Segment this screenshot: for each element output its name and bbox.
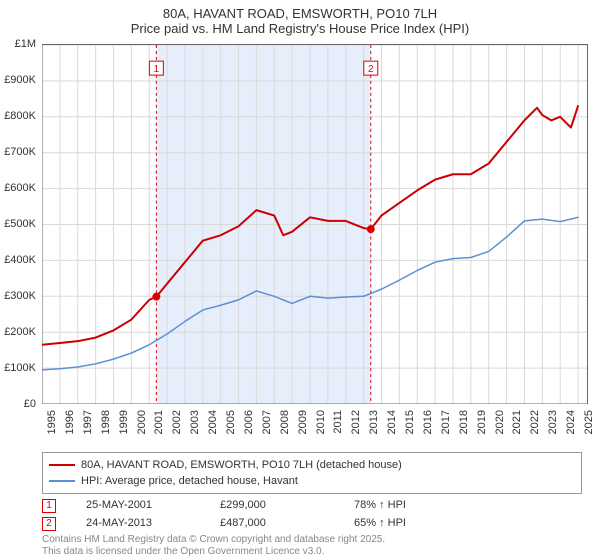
legend-swatch-icon: [49, 464, 75, 466]
sale-delta: 65% ↑ HPI: [354, 514, 464, 532]
sale-date: 24-MAY-2013: [86, 514, 196, 532]
sale-date: 25-MAY-2001: [86, 496, 196, 514]
sale-price: £487,000: [220, 514, 330, 532]
x-tick-label: 2007: [261, 410, 273, 434]
attribution-line: Contains HM Land Registry data © Crown c…: [42, 534, 582, 546]
y-tick-label: £100K: [4, 362, 36, 374]
y-tick-label: £0: [24, 398, 36, 410]
title-address: 80A, HAVANT ROAD, EMSWORTH, PO10 7LH: [0, 6, 600, 21]
x-axis-labels: 1995 1996 1997 1998 1999 2000 2001 2002 2003 2004…: [42, 406, 588, 452]
x-tick-label: 2018: [458, 410, 470, 434]
marker-badge-icon: 1: [42, 499, 56, 513]
sale-price: £299,000: [220, 496, 330, 514]
y-tick-label: £200K: [4, 326, 36, 338]
x-tick-label: 2013: [368, 410, 380, 434]
x-tick-label: 2017: [440, 410, 452, 434]
x-tick-label: 1998: [100, 410, 112, 434]
chart-container: 80A, HAVANT ROAD, EMSWORTH, PO10 7LH Pri…: [0, 0, 600, 560]
marker-badge-icon: 2: [42, 517, 56, 531]
legend-label: 80A, HAVANT ROAD, EMSWORTH, PO10 7LH (de…: [81, 457, 402, 473]
y-tick-label: £800K: [4, 110, 36, 122]
x-tick-label: 2024: [565, 410, 577, 434]
x-tick-label: 2016: [422, 410, 434, 434]
legend-item: HPI: Average price, detached house, Hava…: [49, 473, 575, 489]
legend-label: HPI: Average price, detached house, Hava…: [81, 473, 298, 489]
x-tick-label: 2014: [386, 410, 398, 434]
x-tick-label: 2006: [243, 410, 255, 434]
chart-title: 80A, HAVANT ROAD, EMSWORTH, PO10 7LH Pri…: [0, 0, 600, 38]
sale-marker-row: 2 24-MAY-2013 £487,000 65% ↑ HPI: [42, 514, 582, 532]
title-subtitle: Price paid vs. HM Land Registry's House …: [0, 21, 600, 36]
x-tick-label: 2025: [583, 410, 595, 434]
x-tick-label: 2001: [153, 410, 165, 434]
x-tick-label: 2009: [297, 410, 309, 434]
x-tick-label: 2022: [529, 410, 541, 434]
y-tick-label: £600K: [4, 182, 36, 194]
y-tick-label: £1M: [15, 38, 36, 50]
legend: 80A, HAVANT ROAD, EMSWORTH, PO10 7LH (de…: [42, 452, 582, 494]
x-tick-label: 2019: [476, 410, 488, 434]
legend-item: 80A, HAVANT ROAD, EMSWORTH, PO10 7LH (de…: [49, 457, 575, 473]
x-tick-label: 1995: [46, 410, 58, 434]
x-tick-label: 1996: [64, 410, 76, 434]
attribution: Contains HM Land Registry data © Crown c…: [42, 534, 582, 558]
y-axis-labels: £0£100K£200K£300K£400K£500K£600K£700K£80…: [0, 44, 40, 404]
svg-text:1: 1: [154, 64, 160, 75]
x-tick-label: 2021: [511, 410, 523, 434]
attribution-line: This data is licensed under the Open Gov…: [42, 546, 582, 558]
x-tick-label: 2011: [332, 410, 344, 434]
svg-text:2: 2: [368, 64, 374, 75]
y-tick-label: £700K: [4, 146, 36, 158]
y-tick-label: £500K: [4, 218, 36, 230]
x-tick-label: 2012: [350, 410, 362, 434]
sale-delta: 78% ↑ HPI: [354, 496, 464, 514]
x-tick-label: 1997: [82, 410, 94, 434]
x-tick-label: 2004: [207, 410, 219, 434]
x-tick-label: 2003: [189, 410, 201, 434]
x-tick-label: 1999: [118, 410, 130, 434]
x-tick-label: 2008: [279, 410, 291, 434]
x-tick-label: 2015: [404, 410, 416, 434]
y-tick-label: £400K: [4, 254, 36, 266]
sale-marker-row: 1 25-MAY-2001 £299,000 78% ↑ HPI: [42, 496, 582, 514]
x-tick-label: 2020: [494, 410, 506, 434]
plot-area: 12: [42, 44, 588, 404]
x-tick-label: 2005: [225, 410, 237, 434]
chart-svg: 12: [42, 45, 587, 404]
y-tick-label: £900K: [4, 74, 36, 86]
y-tick-label: £300K: [4, 290, 36, 302]
legend-swatch-icon: [49, 480, 75, 482]
x-tick-label: 2010: [315, 410, 327, 434]
x-tick-label: 2000: [136, 410, 148, 434]
x-tick-label: 2023: [547, 410, 559, 434]
sale-markers: 1 25-MAY-2001 £299,000 78% ↑ HPI 2 24-MA…: [42, 496, 582, 532]
x-tick-label: 2002: [171, 410, 183, 434]
